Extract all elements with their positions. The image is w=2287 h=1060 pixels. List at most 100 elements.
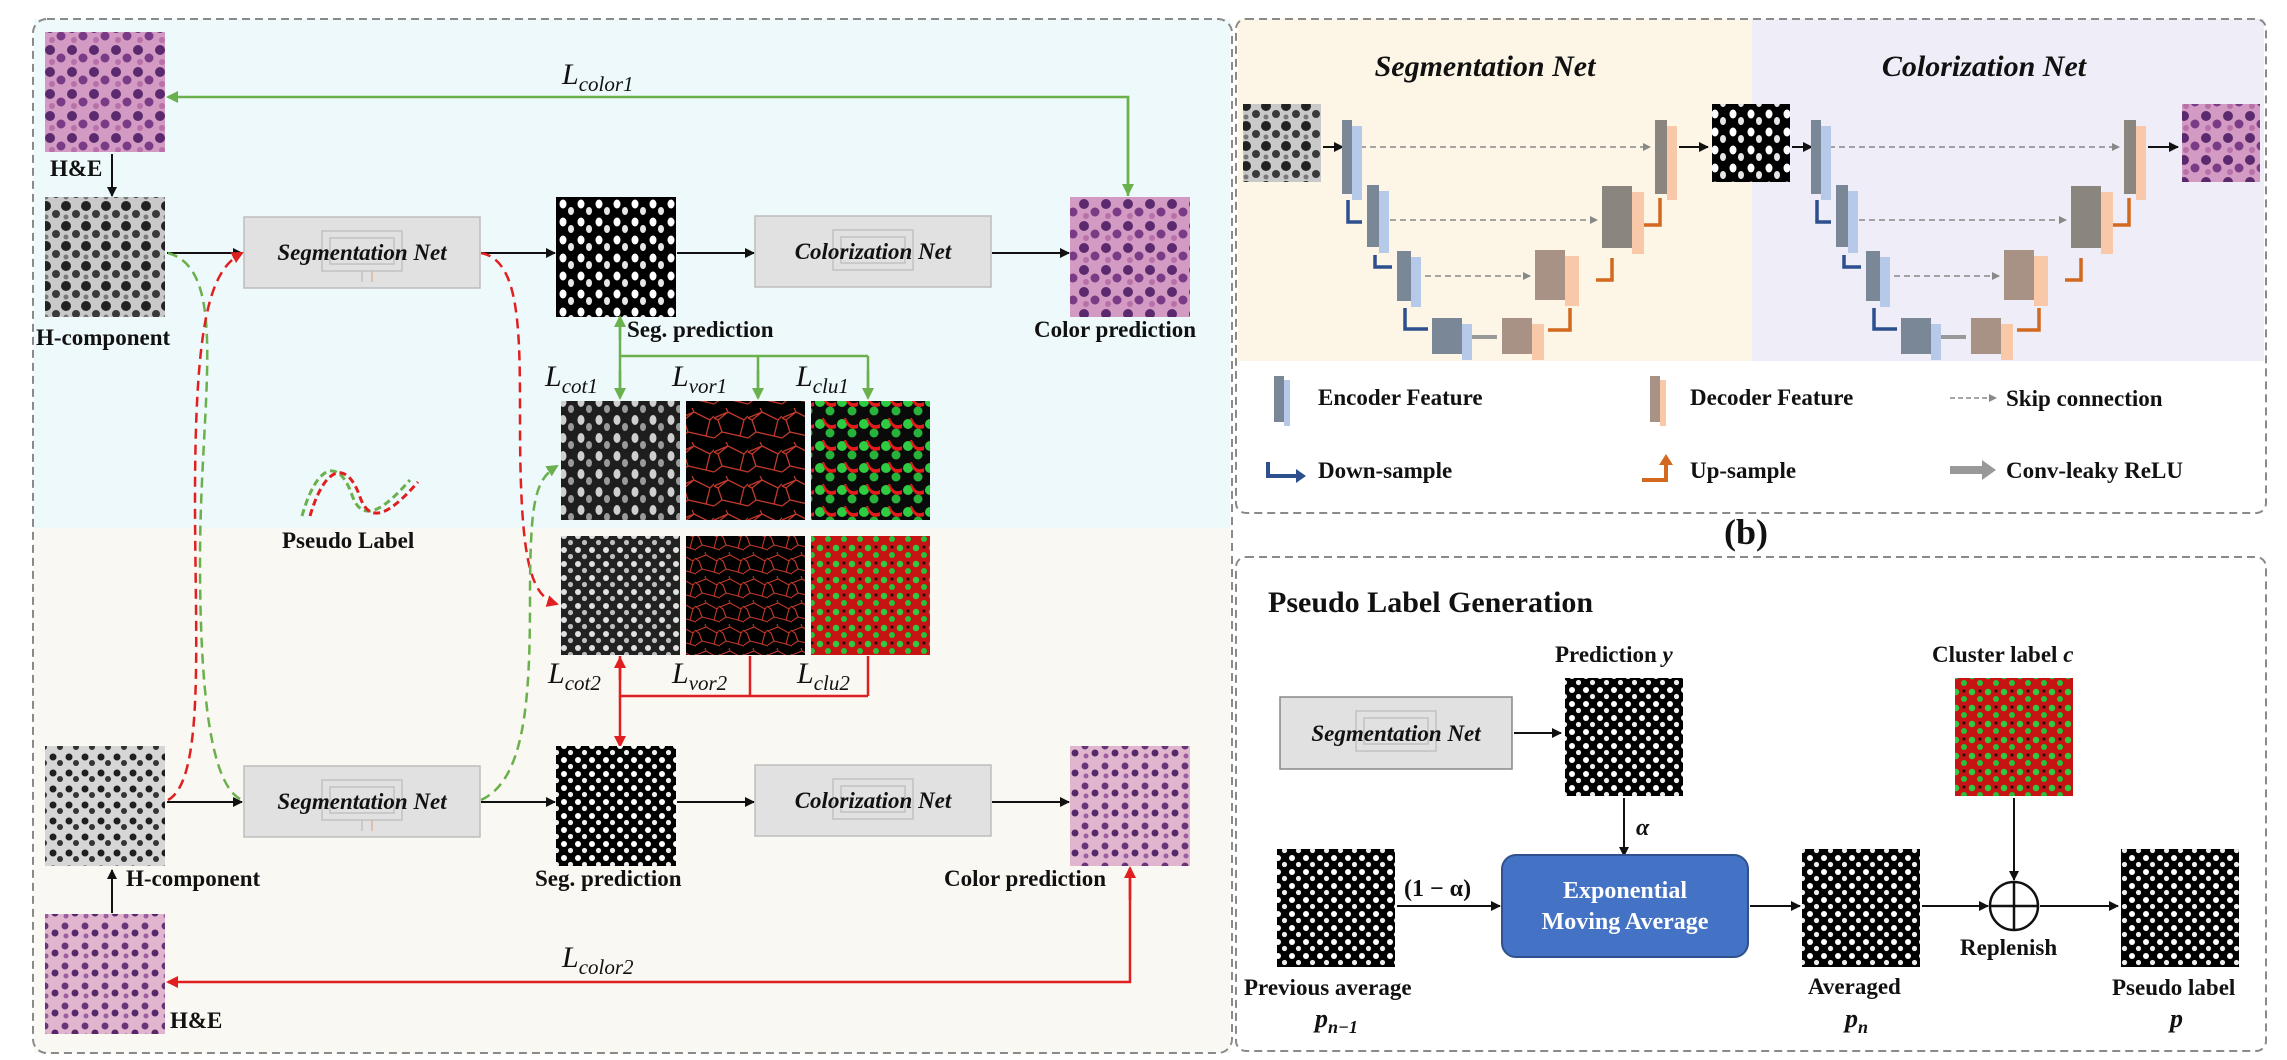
h-component-top-label: H-component	[36, 325, 171, 350]
color-prediction-top-label: Color prediction	[1034, 317, 1196, 342]
color-prediction-image-top	[1070, 197, 1190, 317]
pc-pseudo-label-image	[2121, 849, 2239, 967]
color-prediction-image-bottom	[1070, 746, 1190, 866]
legend-skip: Skip connection	[1950, 386, 2163, 411]
color-net-watermark-top	[832, 229, 914, 271]
legend-skip-label: Skip connection	[2006, 386, 2163, 411]
pseudo-label-green-wave	[300, 469, 412, 517]
pc-ema-label-line2: Moving Average	[1542, 909, 1709, 935]
green-dashed-h-top-to-seg-bottom	[167, 251, 243, 802]
pc-pseudo-label-symbol: p	[2168, 1004, 2183, 1033]
pc-replenish-label: Replenish	[1960, 935, 2057, 960]
seg-prediction-bottom-label: Seg. prediction	[535, 866, 682, 891]
legend-down: Down-sample	[1266, 458, 1452, 483]
seg-net-bottom-label: Segmentation Net	[277, 789, 447, 814]
seg-net-box-bottom	[243, 765, 481, 838]
cot-map-image-1	[561, 401, 680, 520]
panel-c-title: Pseudo Label Generation	[1268, 586, 1593, 619]
panel-b-frame	[1235, 18, 2267, 514]
panel-c: Pseudo Label Generation Segmentation Net…	[1235, 556, 2267, 1052]
color-net-top-label: Colorization Net	[795, 239, 952, 264]
pseudo-label-red-wave	[308, 471, 420, 517]
pc-seg-net-label: Segmentation Net	[1311, 721, 1481, 746]
panel-b: Segmentation Net Colorization Net	[1235, 18, 2267, 552]
legend-down-label: Down-sample	[1318, 458, 1452, 483]
seg-net-watermark-bottom	[321, 779, 403, 831]
panel-b-seg-title: Segmentation Net	[1375, 50, 1598, 83]
loss-color2-label: Lcolor2	[561, 941, 634, 979]
red-dashed-h-bottom-to-seg-top	[167, 251, 244, 802]
he-bottom-label: H&E	[170, 1008, 222, 1033]
legend-conv-label: Conv-leaky ReLU	[2006, 458, 2183, 483]
pc-averaged-symbol: pn	[1843, 1004, 1868, 1037]
unet-color-structure	[1811, 120, 2146, 360]
pc-averaged-image	[1802, 849, 1920, 967]
pc-replenish-plus-icon	[1988, 880, 2040, 932]
unet-seg-output-image	[1712, 104, 1790, 182]
legend-decoder-label: Decoder Feature	[1690, 385, 1853, 410]
pc-previous-average-label: Previous average	[1244, 975, 1412, 1000]
he-top-label: H&E	[50, 156, 102, 181]
legend-conv: Conv-leaky ReLU	[1950, 458, 2183, 483]
color-net-watermark-bottom	[832, 778, 914, 820]
he-image-top	[45, 32, 165, 152]
loss-clu1-label: Lclu1	[795, 360, 849, 398]
legend-up: Up-sample	[1642, 454, 1796, 483]
seg-prediction-top-label: Seg. prediction	[627, 317, 774, 342]
loss-vor1-label: Lvor1	[671, 360, 727, 398]
panel-b-color-title: Colorization Net	[1882, 50, 2088, 83]
seg-net-watermark-top	[321, 230, 403, 282]
pc-one-minus-alpha-label: (1 − α)	[1404, 876, 1471, 902]
pc-prediction-image	[1565, 678, 1683, 796]
red-dashed-seg-top-to-pseudo2	[480, 251, 559, 607]
loss-vor2-label: Lvor2	[671, 657, 728, 695]
pc-ema-box	[1501, 854, 1749, 958]
unet-color-output-image	[2182, 104, 2260, 182]
loss-color1-label: Lcolor1	[561, 58, 634, 96]
panel-b-caption: (b)	[1724, 512, 1768, 552]
he-image-bottom	[45, 914, 165, 1034]
seg-prediction-image-top	[556, 197, 676, 317]
color-net-box-bottom	[754, 764, 992, 837]
down-sample-arrow-icon	[1266, 462, 1300, 478]
legend-decoder: Decoder Feature	[1650, 376, 1853, 426]
loss-cot1-label: Lcot1	[544, 360, 598, 398]
loss-color2-arrow	[166, 868, 1132, 988]
seg-net-top-label: Segmentation Net	[277, 240, 447, 265]
color-net-box-top	[754, 215, 992, 288]
voronoi-map-image-1	[686, 401, 805, 520]
cluster-map-image-2	[811, 536, 930, 655]
pc-cluster-label: Cluster label c	[1932, 642, 2073, 667]
pc-averaged-label: Averaged	[1808, 974, 1901, 999]
pc-seg-net-watermark	[1355, 710, 1437, 752]
legend-encoder: Encoder Feature	[1274, 376, 1483, 426]
panel-a: H&E H-component Segmentation Net Seg. pr…	[32, 18, 1233, 1054]
unet-seg-input-image	[1243, 104, 1321, 182]
h-component-bottom-label: H-component	[126, 866, 261, 891]
seg-prediction-image-bottom	[556, 746, 676, 866]
panel-c-frame	[1235, 556, 2267, 1052]
cot-map-image-2	[561, 536, 680, 655]
pc-ema-label-line1: Exponential	[1563, 878, 1687, 904]
color-prediction-bottom-label: Color prediction	[944, 866, 1106, 891]
h-component-image-top	[45, 197, 165, 317]
pc-previous-average-image	[1277, 849, 1395, 967]
pc-cluster-image	[1955, 678, 2073, 796]
pc-pseudo-label-label: Pseudo label	[2112, 975, 2235, 1000]
color-net-bottom-label: Colorization Net	[795, 788, 952, 813]
voronoi-map-image-2	[686, 536, 805, 655]
seg-net-box-top	[243, 216, 481, 289]
pc-prediction-label: Prediction y	[1555, 642, 1674, 667]
pseudo-label-caption: Pseudo Label	[282, 528, 414, 553]
pc-seg-net-box	[1279, 696, 1513, 770]
legend-up-label: Up-sample	[1690, 458, 1796, 483]
green-dashed-seg-bottom-to-pseudo1	[480, 464, 559, 802]
loss-cot2-label: Lcot2	[547, 657, 601, 695]
legend-encoder-label: Encoder Feature	[1318, 385, 1483, 410]
panel-a-frame	[32, 18, 1233, 1054]
up-sample-arrow-icon	[1642, 462, 1668, 482]
cluster-map-image-1	[811, 401, 930, 520]
unet-seg-structure	[1342, 120, 1677, 360]
pc-alpha-label: α	[1636, 815, 1650, 841]
